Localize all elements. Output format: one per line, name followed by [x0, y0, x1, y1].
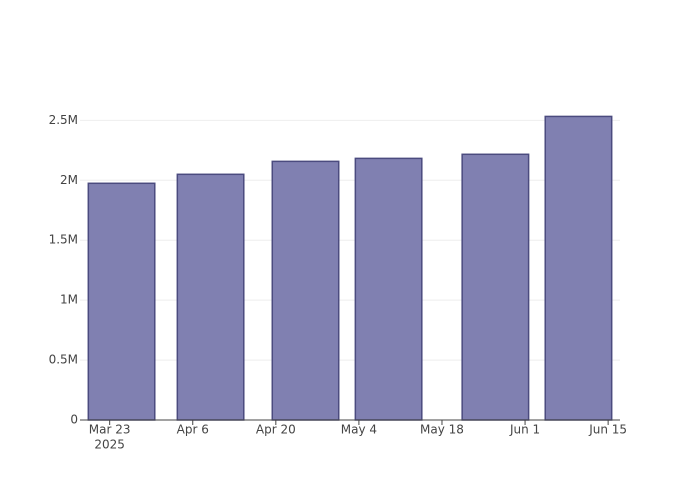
x-year-label: 2025: [94, 438, 125, 452]
x-tick-label: May 18: [420, 423, 464, 437]
bar: [461, 153, 530, 421]
y-tick-label: 2.5M: [49, 113, 78, 127]
x-tick-label: Jun 1: [509, 423, 540, 437]
x-tick-label: Apr 6: [177, 423, 209, 437]
y-tick-label: 1M: [60, 293, 78, 307]
x-tick-label: Apr 20: [256, 423, 296, 437]
y-tick-label: 0: [70, 413, 78, 427]
y-tick-label: 1.5M: [49, 233, 78, 247]
bar: [544, 115, 613, 421]
bar: [354, 157, 423, 421]
bar: [271, 160, 340, 421]
x-tick-label: Jun 15: [588, 423, 627, 437]
y-tick-label: 2M: [60, 173, 78, 187]
bar: [176, 173, 245, 421]
x-tick-label: Mar 23: [89, 423, 131, 437]
bar: [87, 182, 156, 421]
x-tick-label: May 4: [341, 423, 377, 437]
y-tick-label: 0.5M: [49, 353, 78, 367]
